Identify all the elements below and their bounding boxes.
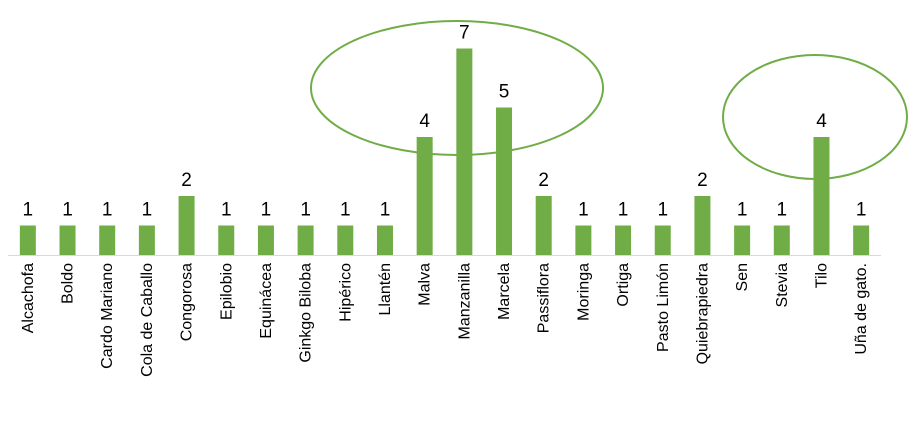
category-label-malva: Malva: [417, 263, 434, 306]
value-label-tilo: 4: [816, 111, 827, 132]
value-label-sen: 1: [737, 200, 748, 221]
value-label-una-de-gato: 1: [856, 200, 867, 221]
bar-epilobio: [218, 226, 234, 256]
bar-passiflora: [536, 196, 552, 255]
bar-una-de-gato: [853, 226, 869, 256]
value-label-quiebrapiedra: 2: [697, 170, 708, 191]
bar-cola-de-caballo: [139, 226, 155, 256]
value-label-epilobio: 1: [221, 200, 232, 221]
category-label-pasto-limon: Pasto Limón: [655, 263, 672, 352]
category-label-ortiga: Ortiga: [615, 263, 632, 307]
bar-congorosa: [179, 196, 195, 255]
bar-hiperico: [337, 226, 353, 256]
category-label-alcachofa: Alcachofa: [20, 263, 37, 333]
bar-sen: [734, 226, 750, 256]
bar-ginkgo-biloba: [298, 226, 314, 256]
value-label-alcachofa: 1: [23, 200, 34, 221]
value-label-moringa: 1: [578, 200, 589, 221]
bar-boldo: [60, 226, 76, 256]
category-label-boldo: Boldo: [60, 263, 77, 304]
bar-malva: [417, 137, 433, 255]
value-label-stevia: 1: [777, 200, 788, 221]
category-label-manzanilla: Manzanilla: [456, 263, 473, 340]
value-label-marcela: 5: [499, 82, 510, 103]
category-label-quiebrapiedra: Quiebrapiedra: [694, 263, 711, 365]
value-label-manzanilla: 7: [459, 23, 470, 44]
bar-ortiga: [615, 226, 631, 256]
value-label-hiperico: 1: [340, 200, 351, 221]
value-label-equinacea: 1: [261, 200, 272, 221]
value-label-passiflora: 2: [538, 170, 549, 191]
category-label-cola-de-caballo: Cola de Caballo: [139, 263, 156, 377]
bar-equinacea: [258, 226, 274, 256]
bar-llanten: [377, 226, 393, 256]
category-label-marcela: Marcela: [496, 263, 513, 320]
value-label-ortiga: 1: [618, 200, 629, 221]
value-label-malva: 4: [419, 111, 430, 132]
bar-manzanilla: [456, 49, 472, 256]
category-label-llanten: Llantén: [377, 263, 394, 316]
bar-quiebrapiedra: [694, 196, 710, 255]
category-label-congorosa: Congorosa: [179, 263, 196, 341]
bar-cardo-mariano: [99, 226, 115, 256]
category-label-epilobio: Epilobio: [218, 263, 235, 320]
category-label-passiflora: Passiflora: [536, 263, 553, 333]
category-label-hiperico: Hipérico: [337, 263, 354, 322]
value-label-boldo: 1: [62, 200, 73, 221]
category-labels-layer: Alcachofa Boldo Cardo Mariano Cola de Cabal…: [20, 263, 870, 377]
bar-stevia: [774, 226, 790, 256]
bar-pasto-limon: [655, 226, 671, 256]
value-label-cola-de-caballo: 1: [142, 200, 153, 221]
value-label-llanten: 1: [380, 200, 391, 221]
bar-marcela: [496, 108, 512, 256]
value-label-ginkgo-biloba: 1: [300, 200, 311, 221]
category-label-equinacea: Equinácea: [258, 263, 275, 339]
category-label-tilo: Tilo: [813, 263, 830, 288]
category-label-stevia: Stevia: [774, 263, 791, 308]
bar-alcachofa: [20, 226, 36, 256]
value-labels-layer: 1 1 1 1 2 1 1 1 1 1 4 7 5 2 1 1 1 2 1 1 4 1: [23, 23, 867, 221]
bar-tilo: [813, 137, 829, 255]
category-label-cardo-mariano: Cardo Mariano: [99, 263, 116, 369]
category-label-sen: Sen: [734, 263, 751, 291]
value-label-cardo-mariano: 1: [102, 200, 113, 221]
category-label-ginkgo-biloba: Ginkgo Biloba: [298, 263, 315, 363]
value-label-pasto-limon: 1: [657, 200, 668, 221]
category-label-una-de-gato: Uña de gato.: [853, 263, 870, 355]
category-label-moringa: Moringa: [575, 263, 592, 321]
value-label-congorosa: 2: [181, 170, 192, 191]
bar-moringa: [575, 226, 591, 256]
